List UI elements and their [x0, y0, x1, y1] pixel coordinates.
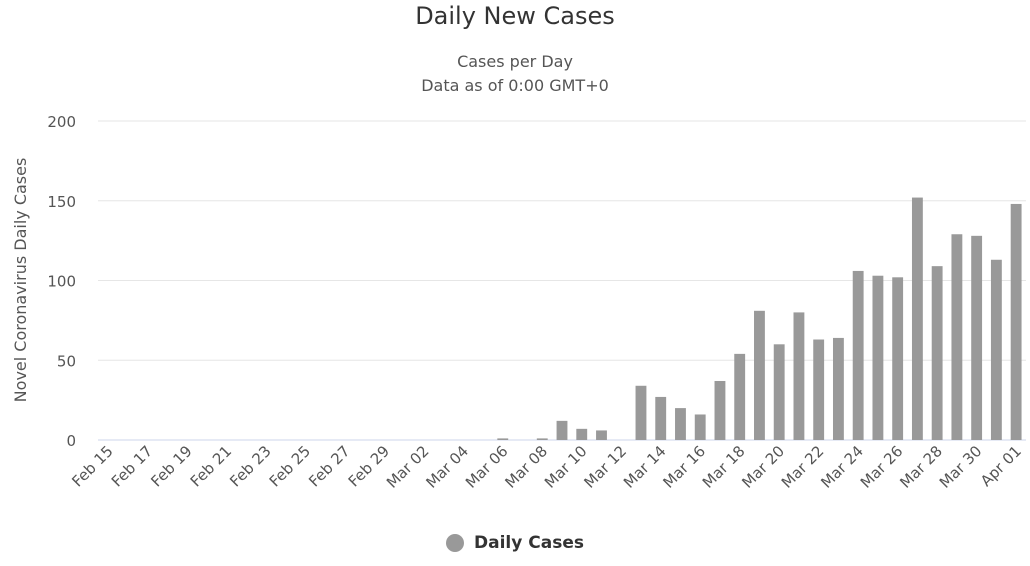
x-tick-label: Mar 26: [857, 442, 907, 492]
bar[interactable]: [754, 310, 765, 440]
x-tick-label: Feb 25: [266, 442, 314, 490]
bar[interactable]: [655, 396, 667, 440]
x-tick-label: Mar 06: [462, 442, 512, 492]
bar[interactable]: [556, 420, 568, 440]
x-tick-label: Feb 17: [108, 442, 156, 490]
bar[interactable]: [931, 266, 943, 440]
bar[interactable]: [793, 312, 805, 440]
bar[interactable]: [813, 339, 825, 440]
x-tick-label: Mar 24: [817, 442, 867, 492]
x-tick-label: Mar 04: [422, 442, 472, 492]
x-tick-label: Mar 02: [383, 442, 433, 492]
bar[interactable]: [576, 428, 588, 440]
x-tick-label: Mar 14: [620, 442, 670, 492]
y-axis-ticks: 0 50 100 150 200: [47, 113, 76, 450]
x-tick-label: Apr 01: [977, 442, 1025, 490]
bar[interactable]: [596, 430, 607, 440]
chart-title: Daily New Cases: [415, 2, 615, 30]
bar[interactable]: [892, 277, 904, 440]
bar[interactable]: [635, 385, 647, 440]
bar[interactable]: [694, 414, 706, 440]
bar[interactable]: [971, 235, 983, 440]
bar[interactable]: [852, 270, 864, 440]
bar[interactable]: [911, 197, 923, 440]
bar[interactable]: [990, 259, 1002, 440]
y-tick-label: 50: [57, 352, 76, 370]
y-tick-label: 0: [66, 432, 76, 450]
legend-label: Daily Cases: [474, 533, 584, 553]
bar[interactable]: [832, 337, 844, 440]
bars: [497, 197, 1022, 440]
y-tick-label: 150: [47, 193, 76, 211]
chart-subtitle-line-1: Cases per Day: [457, 52, 573, 71]
bar[interactable]: [497, 438, 509, 440]
x-tick-label: Mar 10: [541, 442, 591, 492]
bar[interactable]: [1010, 203, 1022, 440]
x-tick-label: Mar 28: [896, 442, 946, 492]
x-tick-label: Feb 19: [147, 442, 195, 490]
bar[interactable]: [536, 438, 548, 440]
x-tick-label: Mar 08: [501, 442, 551, 492]
bar[interactable]: [675, 408, 686, 440]
x-tick-label: Mar 12: [580, 442, 630, 492]
x-tick-label: Mar 22: [778, 442, 828, 492]
bar[interactable]: [773, 344, 785, 440]
grid-lines: [98, 120, 1026, 441]
x-tick-label: Feb 27: [305, 442, 353, 490]
x-tick-label: Mar 30: [936, 442, 986, 492]
y-tick-label: 200: [47, 113, 76, 131]
bar[interactable]: [872, 275, 884, 440]
bar[interactable]: [714, 380, 726, 440]
x-tick-label: Mar 18: [699, 442, 749, 492]
y-axis-label: Novel Coronavirus Daily Cases: [11, 158, 30, 403]
x-tick-label: Feb 21: [187, 442, 235, 490]
legend-marker: [446, 534, 465, 552]
y-tick-label: 100: [47, 273, 76, 291]
legend[interactable]: Daily Cases: [0, 533, 1030, 553]
x-tick-label: Mar 16: [659, 442, 709, 492]
x-tick-label: Feb 23: [226, 442, 274, 490]
chart-subtitle-line-2: Data as of 0:00 GMT+0: [421, 76, 609, 95]
bar[interactable]: [734, 353, 746, 440]
bar[interactable]: [951, 234, 963, 440]
x-tick-label: Mar 20: [738, 442, 788, 492]
